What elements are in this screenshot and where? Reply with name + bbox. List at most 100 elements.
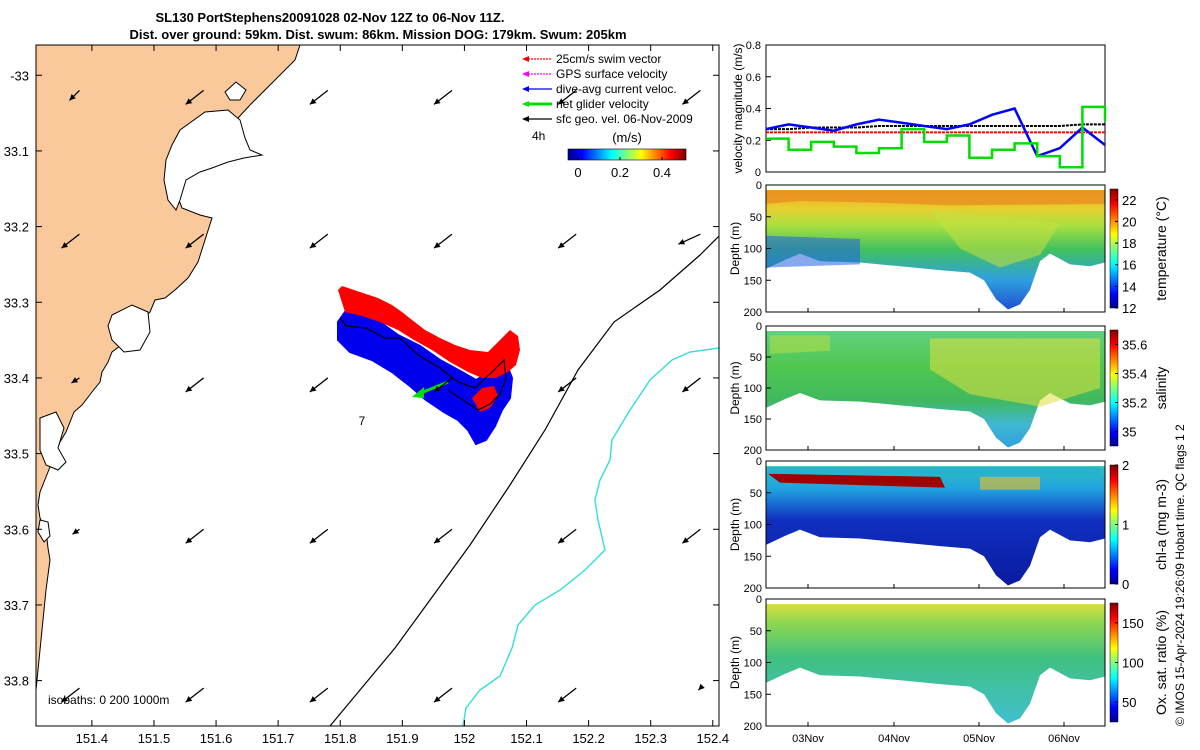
legend-arrowhead	[522, 116, 529, 122]
legend-arrowhead	[522, 101, 529, 107]
velocity-y-label: velocity magnitude (m/s)	[731, 43, 745, 173]
legend-label: dive-avg current veloc.	[556, 82, 677, 96]
current-arrow-head	[434, 537, 441, 544]
legend-label: net glider velocity	[556, 97, 649, 111]
current-arrow-head	[558, 98, 565, 105]
section-y-tick-label: 50	[750, 212, 762, 224]
map-panel: 151.4 151.5 151.6 151.7 151.8 151.9 152 152.1 15…	[4, 44, 729, 746]
section-y-tick-label: 0	[756, 594, 762, 606]
map-y-tick-label: -33	[10, 68, 29, 83]
section-x-tick-label: 04Nov	[878, 733, 910, 745]
map-x-tick-label: 151.8	[324, 731, 357, 746]
map-y-tick-label: 33.7	[4, 598, 29, 613]
isobath-label: isobaths: 0 200 1000m	[48, 693, 169, 707]
velocity-series-line	[766, 123, 1105, 131]
current-arrow-head	[558, 696, 565, 703]
section-y-tick-label: 150	[744, 689, 762, 701]
colorbar-tick-label: 0	[1122, 577, 1129, 592]
map-x-tick-label: 151.9	[386, 731, 419, 746]
section-y-tick-label: 100	[744, 658, 762, 670]
colorbar-tick-label: 150	[1122, 616, 1144, 631]
current-arrow-head	[558, 385, 565, 392]
colorbar-tick-label: 16	[1122, 258, 1136, 273]
section-data-field	[766, 604, 1105, 724]
map-x-tick-label: 152.2	[572, 731, 605, 746]
colorbar-tick-label: 0.4	[653, 165, 671, 180]
map-y-tick-label: 33.6	[4, 522, 29, 537]
section-y-label: Depth (m)	[728, 222, 742, 275]
myall-lakes	[224, 81, 247, 101]
section-y-tick-label: 100	[744, 383, 762, 395]
cold-deep-water	[766, 235, 860, 268]
colorbar-tick-label: 35.6	[1122, 338, 1147, 353]
title-line-1: SL130 PortStephens20091028 02-Nov 12Z to…	[156, 10, 505, 25]
map-y-tick-label: 33.4	[4, 371, 29, 386]
colorbar-tick-label: 1	[1122, 518, 1129, 533]
section-y-tick-label: 200	[744, 721, 762, 733]
section-y-tick-label: 0	[756, 321, 762, 333]
legend-label: GPS surface velocity	[556, 67, 667, 81]
colorbar-tick-label: 0	[574, 165, 581, 180]
section-x-tick-label: 03Nov	[792, 733, 824, 745]
current-arrow-head	[185, 98, 193, 105]
current-arrow-head	[558, 242, 565, 249]
colorbar-tick-label: 20	[1122, 214, 1136, 229]
surface-geostrophic-arrows	[61, 89, 705, 703]
coastal-inlet-south	[39, 411, 67, 471]
velocity-y-tick-label: 0.6	[746, 72, 761, 84]
velocity-y-tick-label: 0	[755, 167, 761, 179]
colorbar-unit: (m/s)	[612, 130, 642, 145]
section-y-tick-label: 200	[744, 307, 762, 319]
current-arrow-head	[682, 385, 689, 392]
velocity-colorbar	[567, 148, 687, 161]
glider-path	[339, 317, 507, 411]
swim-vectors-north	[338, 286, 520, 378]
section-colorbar	[1109, 188, 1119, 309]
section-y-tick-label: 100	[744, 520, 762, 532]
current-arrow-head	[558, 537, 565, 544]
velocity-colorbar-ticks: 0 0.2 0.4	[574, 157, 671, 180]
map-y-tick-label: 33.5	[4, 447, 29, 462]
colorbar-label: Ox. sat. ratio (%)	[1153, 610, 1169, 715]
chlorophyll-eddy-patch	[980, 476, 1040, 490]
chlorophyll-surface-band	[768, 467, 1100, 474]
current-arrow-head	[185, 696, 193, 703]
legend-arrowhead	[522, 56, 529, 62]
map-y-tick-label: 33.3	[4, 295, 29, 310]
colorbar-tick-label: 50	[1122, 695, 1136, 710]
section-x-tick-label: 06Nov	[1048, 733, 1080, 745]
velocity-y-tick-label: 0.2	[746, 135, 761, 147]
colorbar-tick-label: 18	[1122, 236, 1136, 251]
section-y-tick-label: 50	[750, 352, 762, 364]
current-arrow-head	[434, 242, 441, 249]
section-panel: 0 50 100 150 200 Depth (m) 0 1 2 chl-a (mg m-3)	[728, 456, 1169, 595]
chlorophyll-maximum	[768, 473, 945, 488]
colorbar-tick-label: 35	[1122, 425, 1136, 440]
current-arrow-head	[309, 537, 317, 544]
warm-surface-layer	[766, 190, 1105, 206]
current-arrow-head	[682, 537, 689, 544]
map-frame	[35, 44, 720, 727]
section-x-tick-label: 05Nov	[963, 733, 995, 745]
warm-core-eddy	[930, 210, 1060, 268]
section-y-tick-label: 150	[744, 414, 762, 426]
lake-macquarie	[107, 304, 151, 353]
current-arrow-head	[434, 98, 441, 105]
map-y-tick-label: 33.2	[4, 220, 29, 235]
colorbar-tick-label: 22	[1122, 193, 1136, 208]
velocity-axes-frame	[765, 44, 1106, 173]
dive-avg-current-track	[337, 310, 514, 446]
section-y-tick-label: 200	[744, 445, 762, 457]
section-y-tick-label: 150	[744, 275, 762, 287]
map-x-tick-label: 151.6	[200, 731, 233, 746]
map-x-tick-label: 152.3	[634, 731, 667, 746]
colorbar-tick-label: 35.2	[1122, 396, 1147, 411]
colorbar-label: salinity	[1153, 367, 1169, 410]
coastal-inlet-far-south	[37, 519, 51, 543]
section-y-label: Depth (m)	[728, 498, 742, 551]
velocity-series-line	[765, 107, 1106, 158]
map-x-tick-label: 151.5	[138, 731, 171, 746]
